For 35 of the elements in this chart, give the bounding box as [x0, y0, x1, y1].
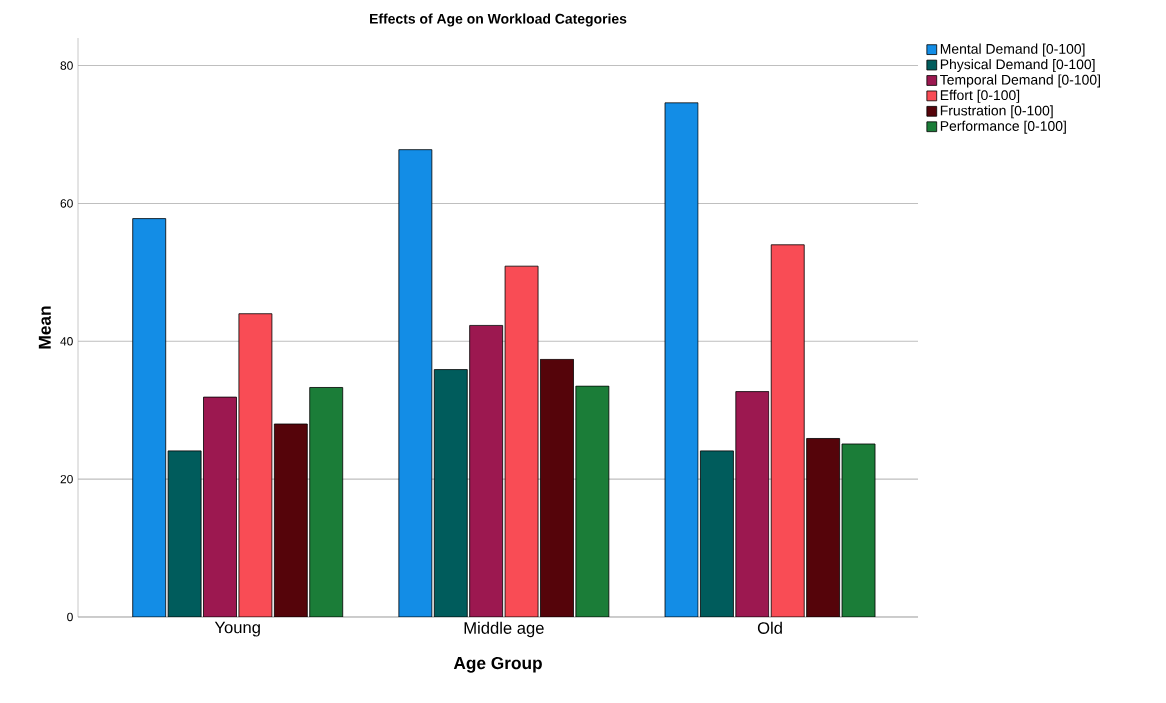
legend-label: Mental Demand [0-100]	[940, 43, 1085, 57]
bar	[309, 387, 344, 617]
bar	[273, 423, 308, 617]
y-tick-label: 0	[67, 612, 73, 622]
bar	[806, 438, 841, 617]
x-tick-label: Old	[757, 621, 782, 634]
y-axis-title: Mean	[38, 306, 51, 349]
x-axis-title: Age Group	[453, 656, 542, 673]
bar	[770, 244, 805, 617]
y-tick-label: 60	[60, 199, 73, 208]
x-tick-label: Middle age	[464, 621, 544, 638]
legend-label: Physical Demand [0-100]	[940, 59, 1095, 73]
chart-title: Effects of Age on Workload Categories	[370, 13, 627, 27]
bar	[700, 450, 734, 617]
bar	[540, 358, 574, 617]
bar	[132, 218, 167, 617]
y-tick-label: 80	[60, 61, 73, 70]
bar	[735, 391, 770, 617]
bar	[575, 385, 610, 617]
y-tick-label: 20	[60, 474, 73, 484]
bar	[841, 443, 876, 617]
legend-label: Temporal Demand [0-100]	[940, 74, 1100, 88]
bar	[398, 149, 433, 617]
bar	[167, 450, 202, 617]
bar	[664, 102, 699, 617]
bar	[203, 396, 237, 617]
legend-label: Performance [0-100]	[940, 120, 1066, 134]
y-tick-label: 40	[60, 337, 73, 346]
legend-label: Frustration [0-100]	[940, 105, 1053, 119]
legend-label: Effort [0-100]	[940, 89, 1020, 103]
x-tick-label: Young	[214, 621, 260, 637]
bar	[238, 313, 273, 617]
bar	[504, 265, 539, 617]
bar	[469, 325, 504, 617]
bar	[433, 369, 468, 617]
